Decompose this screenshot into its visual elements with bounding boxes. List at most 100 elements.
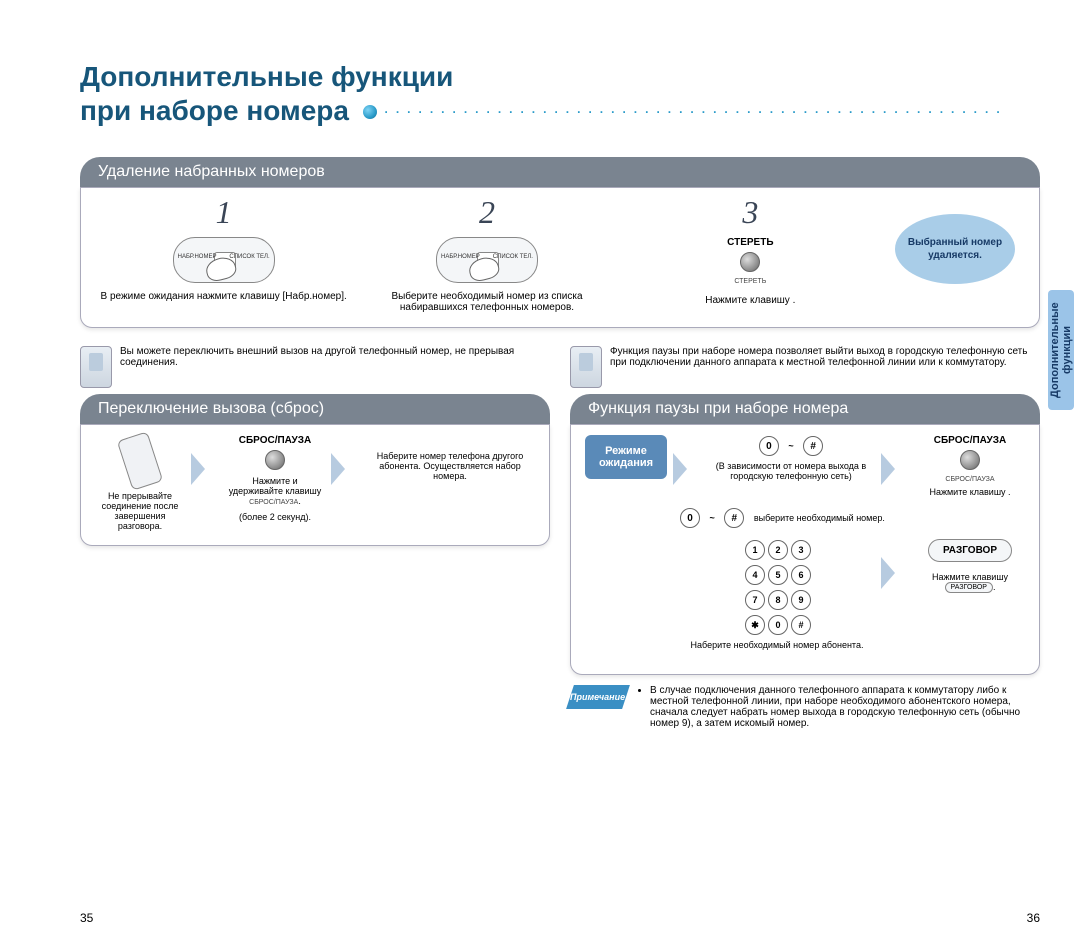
c-r3c2-text: Нажмите клавишу РАЗГОВОР. — [915, 572, 1025, 593]
key: ✱ — [745, 615, 765, 635]
talk-button: РАЗГОВОР — [928, 539, 1012, 562]
c-r3c1: 1 2 3 4 5 6 7 8 9 ✱ 0 # — [679, 539, 875, 650]
reset-pause-button-icon — [265, 450, 285, 470]
c-r2c1: 0 ~ # выберите необходимый номер. — [679, 507, 893, 529]
title-line2: при наборе номера — [80, 94, 349, 128]
step-result: Выбранный номер удаляется. — [885, 194, 1025, 284]
key: 3 — [791, 540, 811, 560]
step1-text: В режиме ожидания нажмите клавишу [Набр.… — [101, 291, 347, 302]
c-r3c1-text: Наберите необходимый номер абонента. — [679, 640, 875, 650]
note-badge-label: Примечание — [570, 692, 625, 702]
section-c-intro: Функция паузы при наборе номера позволяе… — [570, 346, 1040, 388]
dotted-rule: · · · · · · · · · · · · · · · · · · · · … — [385, 105, 1005, 119]
section-b-intro-text: Вы можете переключить внешний вызов на д… — [120, 346, 550, 368]
section-b-column: Вы можете переключить внешний вызов на д… — [80, 346, 550, 546]
erase-label: СТЕРЕТЬ — [727, 237, 773, 248]
erase-tiny: СТЕРЕТЬ — [734, 278, 766, 285]
navpad-right-label: СПИСОК ТЕЛ. — [493, 254, 533, 260]
phone-icon — [570, 346, 602, 388]
c-r1c2-sub: (В зависимости от номера выхода в городс… — [707, 461, 875, 481]
b-step1: Не прерывайте соединение после завершени… — [95, 435, 185, 531]
key-0: 0 — [680, 508, 700, 528]
c-r1c3: СБРОС/ПАУЗА СБРОС/ПАУЗА Нажмите клавишу … — [915, 435, 1025, 497]
section-b-header: Переключение вызова (сброс) — [80, 394, 550, 424]
talk-button-small: РАЗГОВОР — [945, 582, 993, 593]
side-tab-label: Дополнительные функции — [1049, 290, 1073, 410]
page-number-right: 36 — [1027, 911, 1040, 925]
b-step2: СБРОС/ПАУЗА Нажмите и удерживайте клавиш… — [225, 435, 325, 522]
c-r1c3-text: Нажмите клавишу . — [915, 487, 1025, 497]
side-tab: Дополнительные функции — [1048, 290, 1074, 410]
step-3: 3 СТЕРЕТЬ СТЕРЕТЬ Нажмите клавишу . — [622, 194, 879, 306]
page-numbers: 35 36 — [80, 911, 1040, 925]
key: 8 — [768, 590, 788, 610]
result-ellipse: Выбранный номер удаляется. — [895, 214, 1015, 284]
step2-text: Выберите необходимый номер из списка наб… — [358, 291, 615, 313]
wait-mode-badge: Режиме ожидания — [585, 435, 667, 479]
section-a-header: Удаление набранных номеров — [80, 157, 1040, 187]
section-c-header: Функция паузы при наборе номера — [570, 394, 1040, 424]
bullet-icon — [363, 105, 377, 119]
step-2: 2 НАБР.НОМЕР СПИСОК ТЕЛ. Выберите необхо… — [358, 194, 615, 313]
key: 6 — [791, 565, 811, 585]
key-hash: # — [803, 436, 823, 456]
b-step2-text: Нажмите и удерживайте клавишу СБРОС/ПАУЗ… — [225, 476, 325, 506]
tilde: ~ — [788, 441, 793, 451]
b-step2-sub: (более 2 секунд). — [225, 512, 325, 522]
b-step3: Наберите номер телефона другого абонента… — [365, 435, 535, 481]
key: 1 — [745, 540, 765, 560]
chevron-icon — [191, 453, 219, 485]
chevron-icon — [331, 453, 359, 485]
section-b-intro: Вы можете переключить внешний вызов на д… — [80, 346, 550, 388]
wait-mode: Режиме ожидания — [585, 435, 667, 479]
chevron-icon — [673, 453, 701, 485]
step3-number: 3 — [742, 194, 758, 231]
keypad-icon: 1 2 3 4 5 6 7 8 9 ✱ 0 # — [679, 539, 875, 636]
phone-icon — [80, 346, 112, 388]
c-r3c2: РАЗГОВОР Нажмите клавишу РАЗГОВОР. — [915, 539, 1025, 593]
b-step1-text: Не прерывайте соединение после завершени… — [95, 491, 185, 531]
c-r3c2-text-main: Нажмите клавишу — [932, 572, 1008, 582]
section-c-intro-text: Функция паузы при наборе номера позволяе… — [610, 346, 1040, 368]
reset-pause-tiny: СБРОС/ПАУЗА — [915, 476, 1025, 483]
section-c-column: Функция паузы при наборе номера позволяе… — [570, 346, 1040, 729]
b-step3-text: Наберите номер телефона другого абонента… — [365, 451, 535, 481]
chevron-icon — [881, 453, 909, 485]
tilde: ~ — [710, 513, 715, 523]
section-pause-function: Функция паузы при наборе номера Режиме о… — [570, 394, 1040, 675]
c-r2c1-text: выберите необходимый номер. — [754, 513, 885, 523]
reset-pause-label: СБРОС/ПАУЗА — [225, 435, 325, 446]
key-hash: # — [724, 508, 744, 528]
page-number-left: 35 — [80, 911, 93, 925]
chevron-icon — [881, 557, 909, 589]
note-text: В случае подключения данного телефонного… — [650, 685, 1040, 729]
c-r1c2: 0 ~ # (В зависимости от номера выхода в … — [707, 435, 875, 481]
key: 2 — [768, 540, 788, 560]
key-0: 0 — [759, 436, 779, 456]
note-badge: Примечание — [566, 685, 630, 709]
page-title: Дополнительные функции при наборе номера… — [80, 60, 1040, 127]
note-list: В случае подключения данного телефонного… — [636, 685, 1040, 729]
title-line1: Дополнительные функции — [80, 60, 453, 94]
key: 7 — [745, 590, 765, 610]
note-block: Примечание В случае подключения данного … — [570, 685, 1040, 729]
navpad-left-label: НАБР.НОМЕР — [178, 254, 217, 260]
key: 5 — [768, 565, 788, 585]
step3-text: Нажмите клавишу . — [705, 295, 795, 306]
section-call-transfer: Переключение вызова (сброс) Не прерывайт… — [80, 394, 550, 546]
navpad-icon: НАБР.НОМЕР СПИСОК ТЕЛ. — [436, 237, 538, 283]
erase-button-icon — [740, 252, 760, 272]
key: 0 — [768, 615, 788, 635]
reset-pause-button-icon — [960, 450, 980, 470]
b-step2-tiny: СБРОС/ПАУЗА — [249, 499, 298, 506]
b-step2-text-main: Нажмите и удерживайте клавишу — [229, 476, 322, 496]
key: 4 — [745, 565, 765, 585]
reset-pause-label: СБРОС/ПАУЗА — [915, 435, 1025, 446]
key: 9 — [791, 590, 811, 610]
navpad-left-label: НАБР.НОМЕР — [441, 254, 480, 260]
step-1: 1 НАБР.НОМЕР СПИСОК ТЕЛ. В режиме ожидан… — [95, 194, 352, 302]
handset-icon — [117, 432, 164, 491]
step1-number: 1 — [216, 194, 232, 231]
key: # — [791, 615, 811, 635]
step2-number: 2 — [479, 194, 495, 231]
